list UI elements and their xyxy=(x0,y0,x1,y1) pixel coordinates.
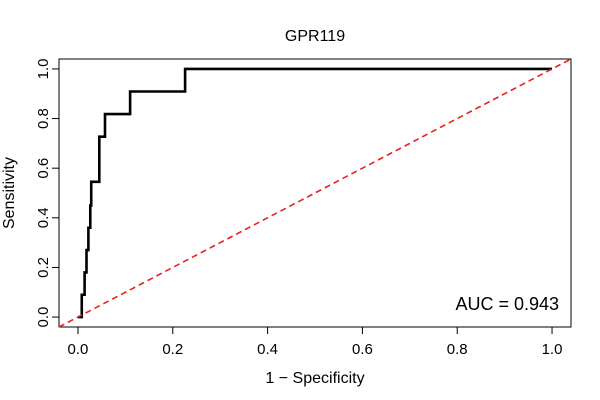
x-tick-label: 0.0 xyxy=(68,341,89,358)
y-tick-label: 1.0 xyxy=(35,58,52,79)
y-tick-label: 0.4 xyxy=(35,207,52,228)
x-tick-label: 1.0 xyxy=(542,341,563,358)
x-tick-label: 0.4 xyxy=(257,341,278,358)
reference-diagonal-line xyxy=(58,58,572,328)
y-tick-label: 0.6 xyxy=(35,158,52,179)
series-layer xyxy=(58,58,572,328)
y-axis-label: Sensitivity xyxy=(1,157,18,229)
y-tick-label: 0.2 xyxy=(35,257,52,278)
auc-annotation: AUC = 0.943 xyxy=(455,294,559,314)
x-tick-label: 0.8 xyxy=(447,341,468,358)
x-tick-label: 0.2 xyxy=(162,341,183,358)
x-axis-label: 1 − Specificity xyxy=(265,370,364,387)
y-tick-label: 0.0 xyxy=(35,307,52,328)
x-axis: 0.0 0.2 0.4 0.6 0.8 1.0 xyxy=(68,326,563,358)
roc-curve-line xyxy=(77,67,553,319)
x-tick-label: 0.6 xyxy=(352,341,373,358)
y-axis: 0.0 0.2 0.4 0.6 0.8 1.0 xyxy=(35,58,60,328)
y-tick-label: 0.8 xyxy=(35,108,52,129)
chart-title: GPR119 xyxy=(285,28,345,45)
